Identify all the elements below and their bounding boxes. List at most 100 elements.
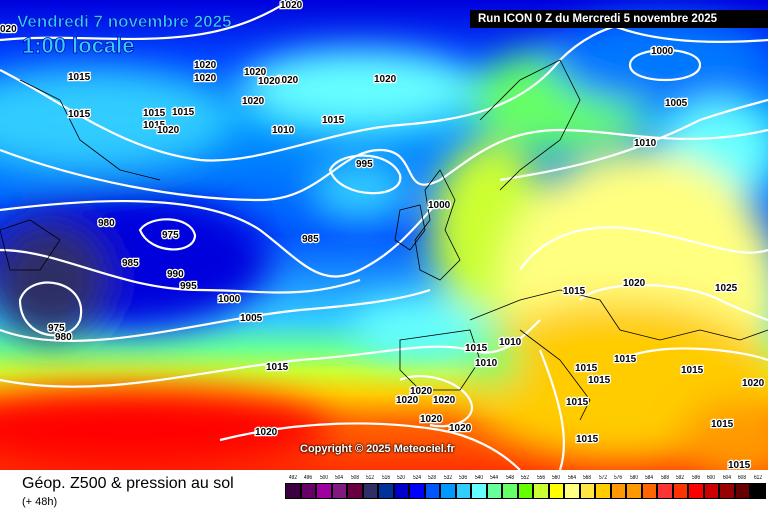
scale-swatch bbox=[502, 483, 518, 499]
scale-swatch bbox=[641, 483, 657, 499]
scale-swatch bbox=[517, 483, 533, 499]
isobar-label: 990 bbox=[167, 269, 184, 280]
isobar-label: 1015 bbox=[563, 286, 586, 297]
isobar-label: 1020 bbox=[742, 378, 765, 389]
scale-value: 608 bbox=[738, 475, 747, 481]
isobar-label: 1015 bbox=[576, 434, 599, 445]
chart-title: Géop. Z500 & pression au sol bbox=[22, 475, 234, 492]
scale-value: 528 bbox=[428, 475, 437, 481]
scale-swatch bbox=[657, 483, 673, 499]
scale-step: 496 bbox=[300, 474, 316, 499]
scale-value: 604 bbox=[722, 475, 731, 481]
scale-step: 612 bbox=[750, 474, 766, 499]
geopotential-field bbox=[0, 15, 768, 470]
scale-swatch bbox=[610, 483, 626, 499]
scale-value: 492 bbox=[288, 475, 297, 481]
isobar-label: 1000 bbox=[651, 46, 674, 57]
scale-value: 596 bbox=[691, 475, 700, 481]
scale-swatch bbox=[548, 483, 564, 499]
scale-swatch bbox=[440, 483, 456, 499]
scale-value: 612 bbox=[753, 475, 762, 481]
scale-swatch bbox=[347, 483, 363, 499]
isobar-label: 985 bbox=[122, 258, 139, 269]
scale-step: 560 bbox=[548, 474, 564, 499]
forecast-date: Vendredi 7 novembre 2025 bbox=[17, 12, 232, 32]
scale-value: 572 bbox=[598, 475, 607, 481]
scale-value: 564 bbox=[567, 475, 576, 481]
isobar-label: 1005 bbox=[240, 313, 263, 324]
scale-step: 556 bbox=[533, 474, 549, 499]
isobar-label: 1015 bbox=[465, 343, 488, 354]
isobar-label: 1015 bbox=[266, 362, 289, 373]
scale-swatch bbox=[579, 483, 595, 499]
isobar-label: 1020 bbox=[623, 278, 646, 289]
scale-value: 540 bbox=[474, 475, 483, 481]
scale-swatch bbox=[688, 483, 704, 499]
scale-step: 572 bbox=[595, 474, 611, 499]
scale-step: 492 bbox=[285, 474, 301, 499]
scale-value: 580 bbox=[629, 475, 638, 481]
isobar-label: 1015 bbox=[566, 397, 589, 408]
forecast-lead: (+ 48h) bbox=[22, 496, 58, 508]
isobar-label: 1020 bbox=[255, 427, 278, 438]
scale-step: 528 bbox=[424, 474, 440, 499]
scale-swatch bbox=[331, 483, 347, 499]
scale-value: 508 bbox=[350, 475, 359, 481]
isobar-label: 1015 bbox=[68, 109, 91, 120]
scale-swatch bbox=[719, 483, 735, 499]
scale-step: 548 bbox=[502, 474, 518, 499]
isobar-label: 1015 bbox=[322, 115, 345, 126]
scale-step: 536 bbox=[455, 474, 471, 499]
isobar-label: 1020 bbox=[194, 60, 217, 71]
isobar-label: 1015 bbox=[143, 120, 166, 131]
legend-footer: Géop. Z500 & pression au sol (+ 48h) 492… bbox=[0, 470, 768, 512]
isobar-label: 1010 bbox=[499, 337, 522, 348]
scale-swatch bbox=[486, 483, 502, 499]
isobar-label: 1015 bbox=[614, 354, 637, 365]
run-label: Run ICON 0 Z du Mercredi 5 novembre 2025 bbox=[470, 10, 768, 28]
isobar-label: 1005 bbox=[665, 98, 688, 109]
scale-swatch bbox=[378, 483, 394, 499]
isobar-label: 1015 bbox=[68, 72, 91, 83]
scale-step: 500 bbox=[316, 474, 332, 499]
isobar-label: 1015 bbox=[681, 365, 704, 376]
scale-value: 600 bbox=[707, 475, 716, 481]
scale-step: 576 bbox=[610, 474, 626, 499]
scale-value: 536 bbox=[459, 475, 468, 481]
isobar-label: 1000 bbox=[428, 200, 451, 211]
scale-step: 524 bbox=[409, 474, 425, 499]
scale-value: 576 bbox=[614, 475, 623, 481]
scale-swatch bbox=[316, 483, 332, 499]
isobar-label: 975 bbox=[162, 230, 179, 241]
scale-value: 568 bbox=[583, 475, 592, 481]
isobar-label: 1015 bbox=[143, 108, 166, 119]
scale-step: 504 bbox=[331, 474, 347, 499]
scale-swatch bbox=[471, 483, 487, 499]
scale-value: 548 bbox=[505, 475, 514, 481]
isobar-label: 1020 bbox=[449, 423, 472, 434]
isobar-label: 1020 bbox=[242, 96, 265, 107]
scale-step: 540 bbox=[471, 474, 487, 499]
scale-swatch bbox=[300, 483, 316, 499]
isobar-label: 1025 bbox=[715, 283, 738, 294]
scale-swatch bbox=[626, 483, 642, 499]
scale-value: 588 bbox=[660, 475, 669, 481]
scale-swatch bbox=[595, 483, 611, 499]
scale-value: 584 bbox=[645, 475, 654, 481]
scale-step: 580 bbox=[626, 474, 642, 499]
scale-value: 556 bbox=[536, 475, 545, 481]
scale-step: 596 bbox=[688, 474, 704, 499]
scale-swatch bbox=[533, 483, 549, 499]
scale-value: 504 bbox=[335, 475, 344, 481]
scale-step: 564 bbox=[564, 474, 580, 499]
scale-step: 508 bbox=[347, 474, 363, 499]
scale-step: 608 bbox=[734, 474, 750, 499]
scale-swatch bbox=[424, 483, 440, 499]
forecast-time: 1:00 locale bbox=[22, 33, 135, 59]
isobar-label: 1015 bbox=[588, 375, 611, 386]
scale-swatch bbox=[362, 483, 378, 499]
scale-swatch bbox=[564, 483, 580, 499]
scale-step: 552 bbox=[517, 474, 533, 499]
isobar-label: 1020 bbox=[280, 0, 303, 11]
isobar-label: 985 bbox=[302, 234, 319, 245]
